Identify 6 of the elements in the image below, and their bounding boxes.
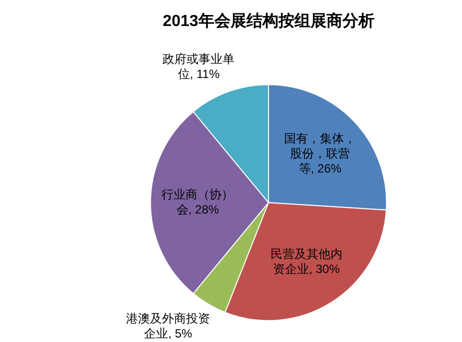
slice-label: 港澳及外商投资企业, 5% [126, 311, 210, 340]
chart-title: 2013年会展结构按组展商分析 [162, 12, 374, 30]
slice-label: 国有，集体，股份，联营等, 26% [284, 131, 356, 176]
slice-label: 行业商（协）会, 28% [162, 187, 234, 216]
slice-label: 民营及其他内资企业, 30% [270, 247, 342, 276]
slice-label: 政府或事业单位, 11% [162, 52, 235, 81]
